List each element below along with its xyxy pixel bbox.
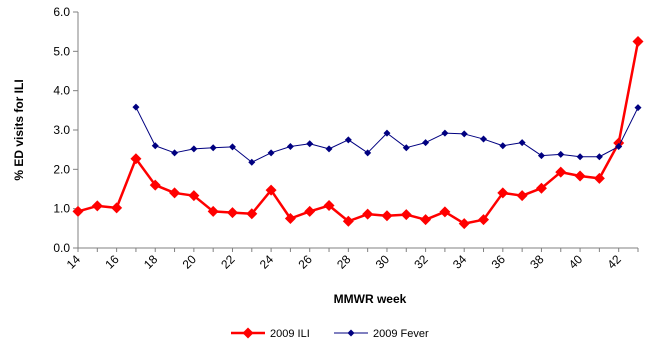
fever-data-point bbox=[518, 139, 526, 147]
ili-data-point bbox=[400, 209, 412, 221]
ili-data-point bbox=[362, 208, 374, 220]
y-tick-label: 1.0 bbox=[53, 202, 70, 216]
legend-fever-label: 2009 Fever bbox=[373, 328, 429, 340]
legend: 2009 ILI 2009 Fever bbox=[231, 327, 429, 340]
fever-data-point bbox=[441, 129, 449, 137]
fever-data-point bbox=[190, 145, 198, 153]
ili-data-point bbox=[497, 187, 509, 199]
fever-data-point bbox=[480, 135, 488, 143]
fever-data-point bbox=[402, 144, 410, 152]
x-tick-label: 42 bbox=[604, 252, 624, 272]
y-axis-title: % ED visits for ILI bbox=[12, 79, 26, 180]
axes-layer: 0.01.02.03.04.05.06.014 16 18 20 22 24 26 28 30 3… bbox=[53, 5, 639, 272]
ili-data-point bbox=[420, 214, 432, 226]
x-tick-label: 38 bbox=[527, 252, 547, 272]
ili-data-point bbox=[265, 184, 277, 196]
ili-data-point bbox=[574, 170, 586, 182]
x-tick-label: 36 bbox=[489, 252, 509, 272]
ili-data-point bbox=[381, 210, 393, 222]
fever-data-point bbox=[537, 152, 545, 160]
ili-data-point bbox=[632, 36, 644, 47]
fever-data-point bbox=[306, 140, 314, 148]
fever-data-point bbox=[209, 144, 217, 152]
ili-series-line bbox=[77, 41, 640, 225]
fever-data-point bbox=[499, 142, 507, 150]
x-tick-label: 32 bbox=[411, 252, 431, 272]
x-tick-label: 30 bbox=[373, 252, 393, 272]
y-tick-label: 4.0 bbox=[53, 84, 70, 98]
x-tick-label: 24 bbox=[257, 252, 277, 272]
ili-data-point bbox=[207, 205, 219, 217]
x-tick-label: 20 bbox=[180, 252, 200, 272]
fever-data-point bbox=[286, 143, 294, 151]
x-tick-label: 16 bbox=[102, 252, 122, 272]
x-tick-label: 28 bbox=[334, 252, 354, 272]
fever-data-point bbox=[248, 158, 256, 166]
ili-data-point bbox=[304, 205, 316, 217]
ili-data-point bbox=[149, 179, 161, 191]
ili-data-point bbox=[323, 200, 335, 212]
ili-data-point bbox=[188, 190, 200, 202]
ili-data-point bbox=[458, 218, 470, 230]
ili-data-point bbox=[246, 208, 258, 220]
fever-data-point bbox=[228, 143, 236, 151]
fever-data-point bbox=[422, 139, 430, 147]
ili-data-point bbox=[130, 153, 142, 165]
y-tick-label: 2.0 bbox=[53, 162, 70, 176]
fever-data-point bbox=[557, 150, 565, 158]
fever-data-point bbox=[595, 153, 603, 161]
legend-fever-marker-icon bbox=[347, 329, 355, 337]
ili-data-point bbox=[72, 205, 84, 217]
x-axis-title: MMWR week bbox=[334, 292, 407, 306]
y-tick-label: 0.0 bbox=[53, 241, 70, 255]
x-tick-label: 26 bbox=[295, 252, 315, 272]
x-tick-label: 40 bbox=[566, 252, 586, 272]
fever-data-point bbox=[615, 143, 623, 151]
x-tick-label: 34 bbox=[450, 252, 470, 272]
fever-data-point bbox=[267, 149, 275, 157]
fever-data-point bbox=[576, 153, 584, 161]
ili-data-point bbox=[535, 182, 547, 194]
ili-data-point bbox=[439, 206, 451, 218]
x-tick-label: 18 bbox=[141, 252, 161, 272]
fever-data-point bbox=[460, 130, 468, 138]
legend-ili-label: 2009 ILI bbox=[270, 328, 310, 340]
ili-data-point bbox=[516, 190, 528, 202]
ili-data-point bbox=[111, 202, 123, 214]
x-tick-label: 22 bbox=[218, 252, 238, 272]
fever-data-point bbox=[132, 103, 140, 111]
fever-data-point bbox=[325, 145, 333, 153]
fever-data-point bbox=[151, 142, 159, 150]
series-layer bbox=[72, 36, 644, 230]
ili-data-point bbox=[91, 200, 103, 212]
ili-data-point bbox=[226, 207, 238, 219]
legend-ili-marker-icon bbox=[242, 327, 254, 339]
fever-data-point bbox=[344, 136, 352, 144]
fever-data-point bbox=[634, 104, 642, 112]
y-tick-label: 6.0 bbox=[53, 5, 70, 19]
ili-data-point bbox=[593, 172, 605, 184]
fever-data-point bbox=[171, 149, 179, 157]
ili-data-point bbox=[478, 214, 490, 226]
fever-data-point bbox=[383, 129, 391, 137]
fever-data-point bbox=[364, 149, 372, 157]
ili-data-point bbox=[342, 215, 354, 227]
y-tick-label: 3.0 bbox=[53, 123, 70, 137]
ili-data-point bbox=[169, 187, 181, 199]
ili-data-point bbox=[555, 166, 567, 178]
y-tick-label: 5.0 bbox=[53, 44, 70, 58]
ili-data-point bbox=[284, 213, 296, 224]
